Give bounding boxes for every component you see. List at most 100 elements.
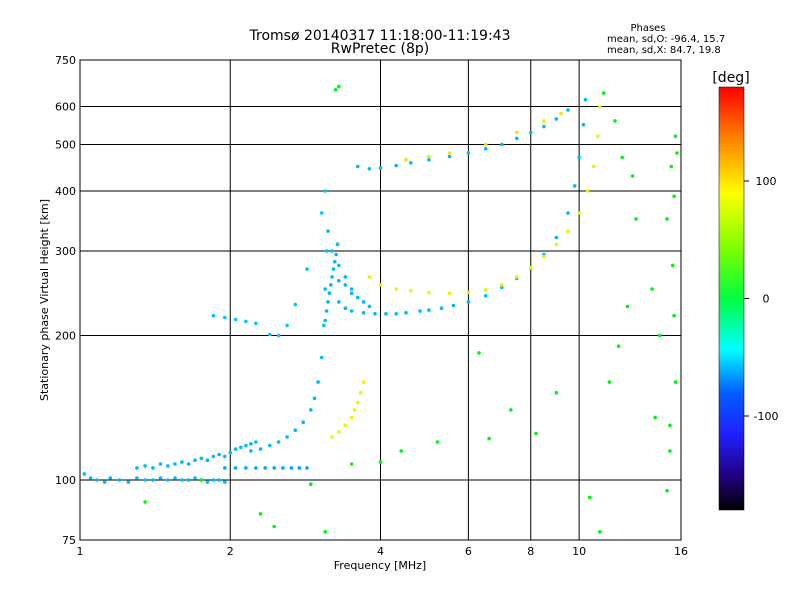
echo-point [349, 309, 354, 313]
echo-point [451, 303, 456, 308]
echo-point [566, 108, 570, 112]
echo-point [665, 217, 669, 221]
echo-point [223, 454, 227, 459]
echo-point [577, 211, 581, 215]
echo-point [542, 124, 546, 129]
echo-point [554, 242, 559, 246]
colorbar-tick-label: 0 [763, 293, 770, 306]
echo-point [672, 313, 676, 318]
y-tick-label: 600 [55, 101, 76, 114]
echo-point [596, 134, 600, 139]
y-axis-ticks: 75 100 200 300 400 500 600 750 [55, 54, 76, 547]
echo-point [244, 443, 248, 448]
echo-point [272, 524, 277, 529]
echo-point [361, 311, 366, 315]
chart-title: Tromsø 20140317 11:18:00-11:19:43 [249, 28, 511, 44]
echo-point [117, 478, 122, 482]
echo-point [323, 189, 328, 193]
colorbar-label: [deg] [712, 70, 749, 86]
echo-point [330, 435, 334, 439]
echo-point [323, 530, 328, 534]
echo-point [323, 318, 328, 323]
echo-point [337, 279, 341, 283]
echo-point [673, 380, 678, 384]
echo-point [673, 134, 678, 139]
echo-point [466, 300, 471, 304]
echo-point [327, 291, 332, 296]
echo-point [349, 287, 354, 291]
colorbar-ticks: 100 0 -100 [744, 175, 778, 423]
echo-point [88, 476, 93, 480]
echo-point [427, 308, 431, 312]
x-tick-label: 8 [527, 545, 534, 558]
echo-point [601, 91, 606, 95]
echo-point [135, 476, 139, 480]
echo-point [394, 163, 399, 168]
echo-point [254, 466, 258, 470]
echo-point [634, 217, 638, 221]
echo-point [293, 302, 298, 307]
echo-point [297, 466, 302, 470]
x-tick-label: 10 [572, 545, 586, 558]
echo-point [233, 317, 238, 322]
echo-point [326, 300, 330, 304]
echo-point [166, 464, 170, 468]
echo-point [180, 460, 184, 464]
echo-point [158, 476, 163, 480]
echo-point [439, 306, 444, 311]
x-tick-label: 6 [465, 545, 472, 558]
echo-point [466, 290, 471, 295]
echo-point [409, 161, 413, 165]
echo-point [668, 423, 672, 428]
echo-point [373, 312, 377, 316]
chart-subtitle: RwPretec (8p) [331, 41, 429, 57]
echo-point [447, 151, 452, 155]
echo-point [223, 466, 227, 470]
echo-point [102, 480, 107, 484]
echo-point [281, 466, 285, 470]
echo-point [319, 355, 324, 360]
y-axis-label: Stationary phase Virtual Height [km] [38, 199, 51, 401]
echo-point [566, 211, 570, 215]
echo-point [211, 454, 216, 459]
echo-point [515, 136, 519, 141]
y-tick-label: 750 [55, 54, 76, 67]
echo-point [487, 436, 491, 441]
echo-point [217, 478, 221, 482]
echo-point [500, 283, 504, 287]
echo-point [554, 235, 559, 240]
echo-point [276, 440, 281, 444]
y-tick-label: 100 [55, 474, 76, 487]
echo-point [378, 460, 383, 464]
echo-point [577, 155, 581, 160]
echo-point [289, 466, 294, 470]
echo-point [367, 167, 372, 171]
echo-point [285, 323, 289, 328]
echo-point [343, 306, 348, 311]
phase-stats-x: mean, sd,X: 84.7, 19.8 [607, 45, 721, 56]
echo-point [598, 104, 602, 109]
echo-point [151, 466, 155, 470]
echo-point [337, 263, 341, 268]
echo-point [143, 464, 147, 468]
echo-point [322, 323, 326, 328]
echo-point [319, 211, 324, 215]
echo-point [670, 263, 675, 268]
echo-point [554, 117, 559, 121]
echo-point [358, 390, 363, 395]
echo-point [333, 259, 337, 264]
echo-point [399, 449, 404, 453]
echo-point [349, 291, 354, 296]
echo-point [330, 275, 334, 279]
echo-point [352, 408, 357, 412]
y-tick-label: 500 [55, 139, 76, 152]
echo-point [263, 466, 268, 470]
echo-point [233, 466, 238, 470]
echo-point [427, 290, 431, 295]
echo-point [613, 119, 617, 123]
echo-point [529, 130, 533, 135]
phase-stats-heading: Phases [630, 23, 665, 34]
echo-point [82, 472, 87, 476]
echo-point [404, 157, 408, 162]
echo-point [343, 283, 348, 287]
